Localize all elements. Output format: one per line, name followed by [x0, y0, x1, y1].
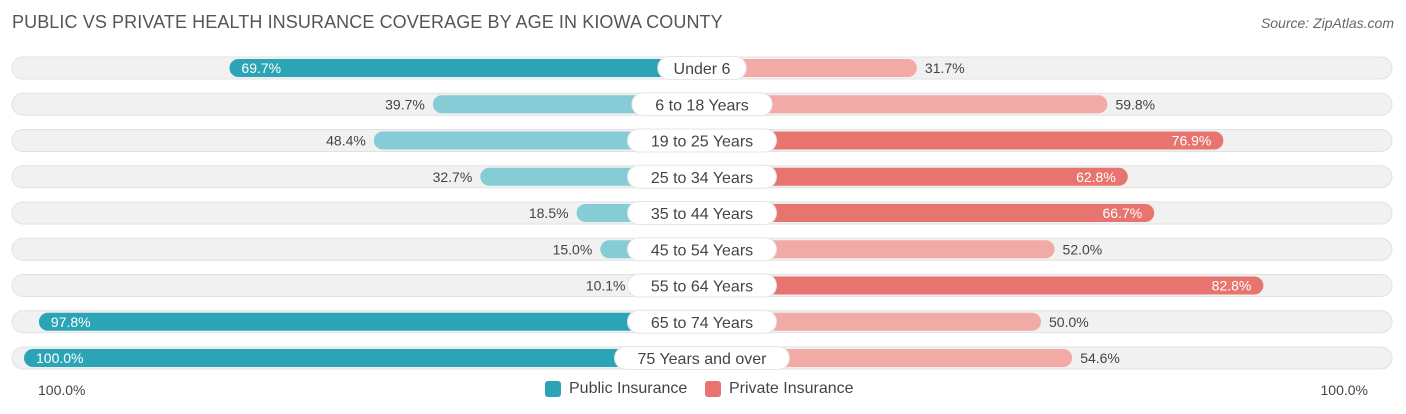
category-pill [631, 92, 773, 117]
legend-label-public: Public Insurance [569, 380, 688, 397]
private-value-label: 59.8% [1115, 96, 1155, 112]
public-value-label: 97.8% [51, 314, 91, 330]
legend-swatch-private [705, 381, 721, 397]
category-label: Under 6 [674, 61, 731, 78]
public-value-label: 48.4% [326, 133, 366, 149]
public-bar [24, 349, 702, 367]
category-pill [627, 201, 777, 225]
private-value-label: 66.7% [1103, 205, 1143, 221]
private-bar [702, 204, 1155, 222]
chart-title: PUBLIC VS PRIVATE HEALTH INSURANCE COVER… [12, 12, 723, 32]
category-pill [627, 273, 777, 298]
public-value-label: 100.0% [36, 350, 83, 366]
private-bar [702, 59, 917, 77]
public-value-label: 69.7% [241, 60, 281, 76]
category-label: 6 to 18 Years [655, 97, 748, 114]
category-pill [614, 346, 790, 370]
category-label: 45 to 54 Years [651, 242, 753, 259]
private-bar [702, 240, 1055, 259]
category-pill [627, 309, 777, 334]
private-bar [702, 276, 1264, 295]
axis-right-label: 100.0% [1320, 382, 1368, 398]
category-pill [627, 164, 777, 189]
private-bar [702, 349, 1073, 367]
category-label: 35 to 44 Years [651, 206, 753, 223]
diverging-bar-chart: 69.7% 31.7% Under 6 39.7% 59.8% 6 to 18 Years… [11, 56, 1393, 370]
category-label: 75 Years and over [638, 351, 768, 368]
private-bar [702, 131, 1224, 150]
private-value-label: 62.8% [1076, 169, 1116, 185]
legend-item-public: Public Insurance [545, 380, 687, 398]
category-pill [657, 56, 747, 80]
axis-left-label: 100.0% [38, 382, 86, 398]
public-value-label: 39.7% [385, 96, 425, 112]
private-value-label: 50.0% [1049, 314, 1089, 330]
category-label: 19 to 25 Years [651, 134, 753, 151]
category-label: 25 to 34 Years [651, 170, 753, 187]
private-value-label: 76.9% [1172, 133, 1212, 149]
private-value-label: 31.7% [925, 60, 965, 76]
public-value-label: 32.7% [433, 169, 473, 185]
private-bar [702, 167, 1128, 186]
legend-item-private: Private Insurance [705, 380, 854, 398]
private-value-label: 54.6% [1080, 350, 1120, 366]
public-value-label: 15.0% [553, 241, 593, 257]
private-bar [702, 312, 1041, 331]
private-value-label: 52.0% [1063, 241, 1103, 257]
source-note: Source: ZipAtlas.com [1260, 15, 1394, 31]
category-label: 65 to 74 Years [651, 315, 753, 332]
private-bar [702, 95, 1108, 114]
category-pill [627, 237, 777, 262]
legend-swatch-public [545, 381, 561, 397]
public-value-label: 18.5% [529, 205, 569, 221]
public-bar [373, 131, 702, 150]
legend-label-private: Private Insurance [729, 380, 854, 397]
private-value-label: 82.8% [1212, 278, 1252, 294]
public-bar [229, 59, 702, 77]
public-value-label: 10.1% [586, 278, 626, 294]
category-pill [627, 128, 777, 153]
public-bar [38, 312, 702, 331]
legend: Public Insurance Private Insurance [0, 380, 1406, 400]
category-label: 55 to 64 Years [651, 279, 753, 296]
